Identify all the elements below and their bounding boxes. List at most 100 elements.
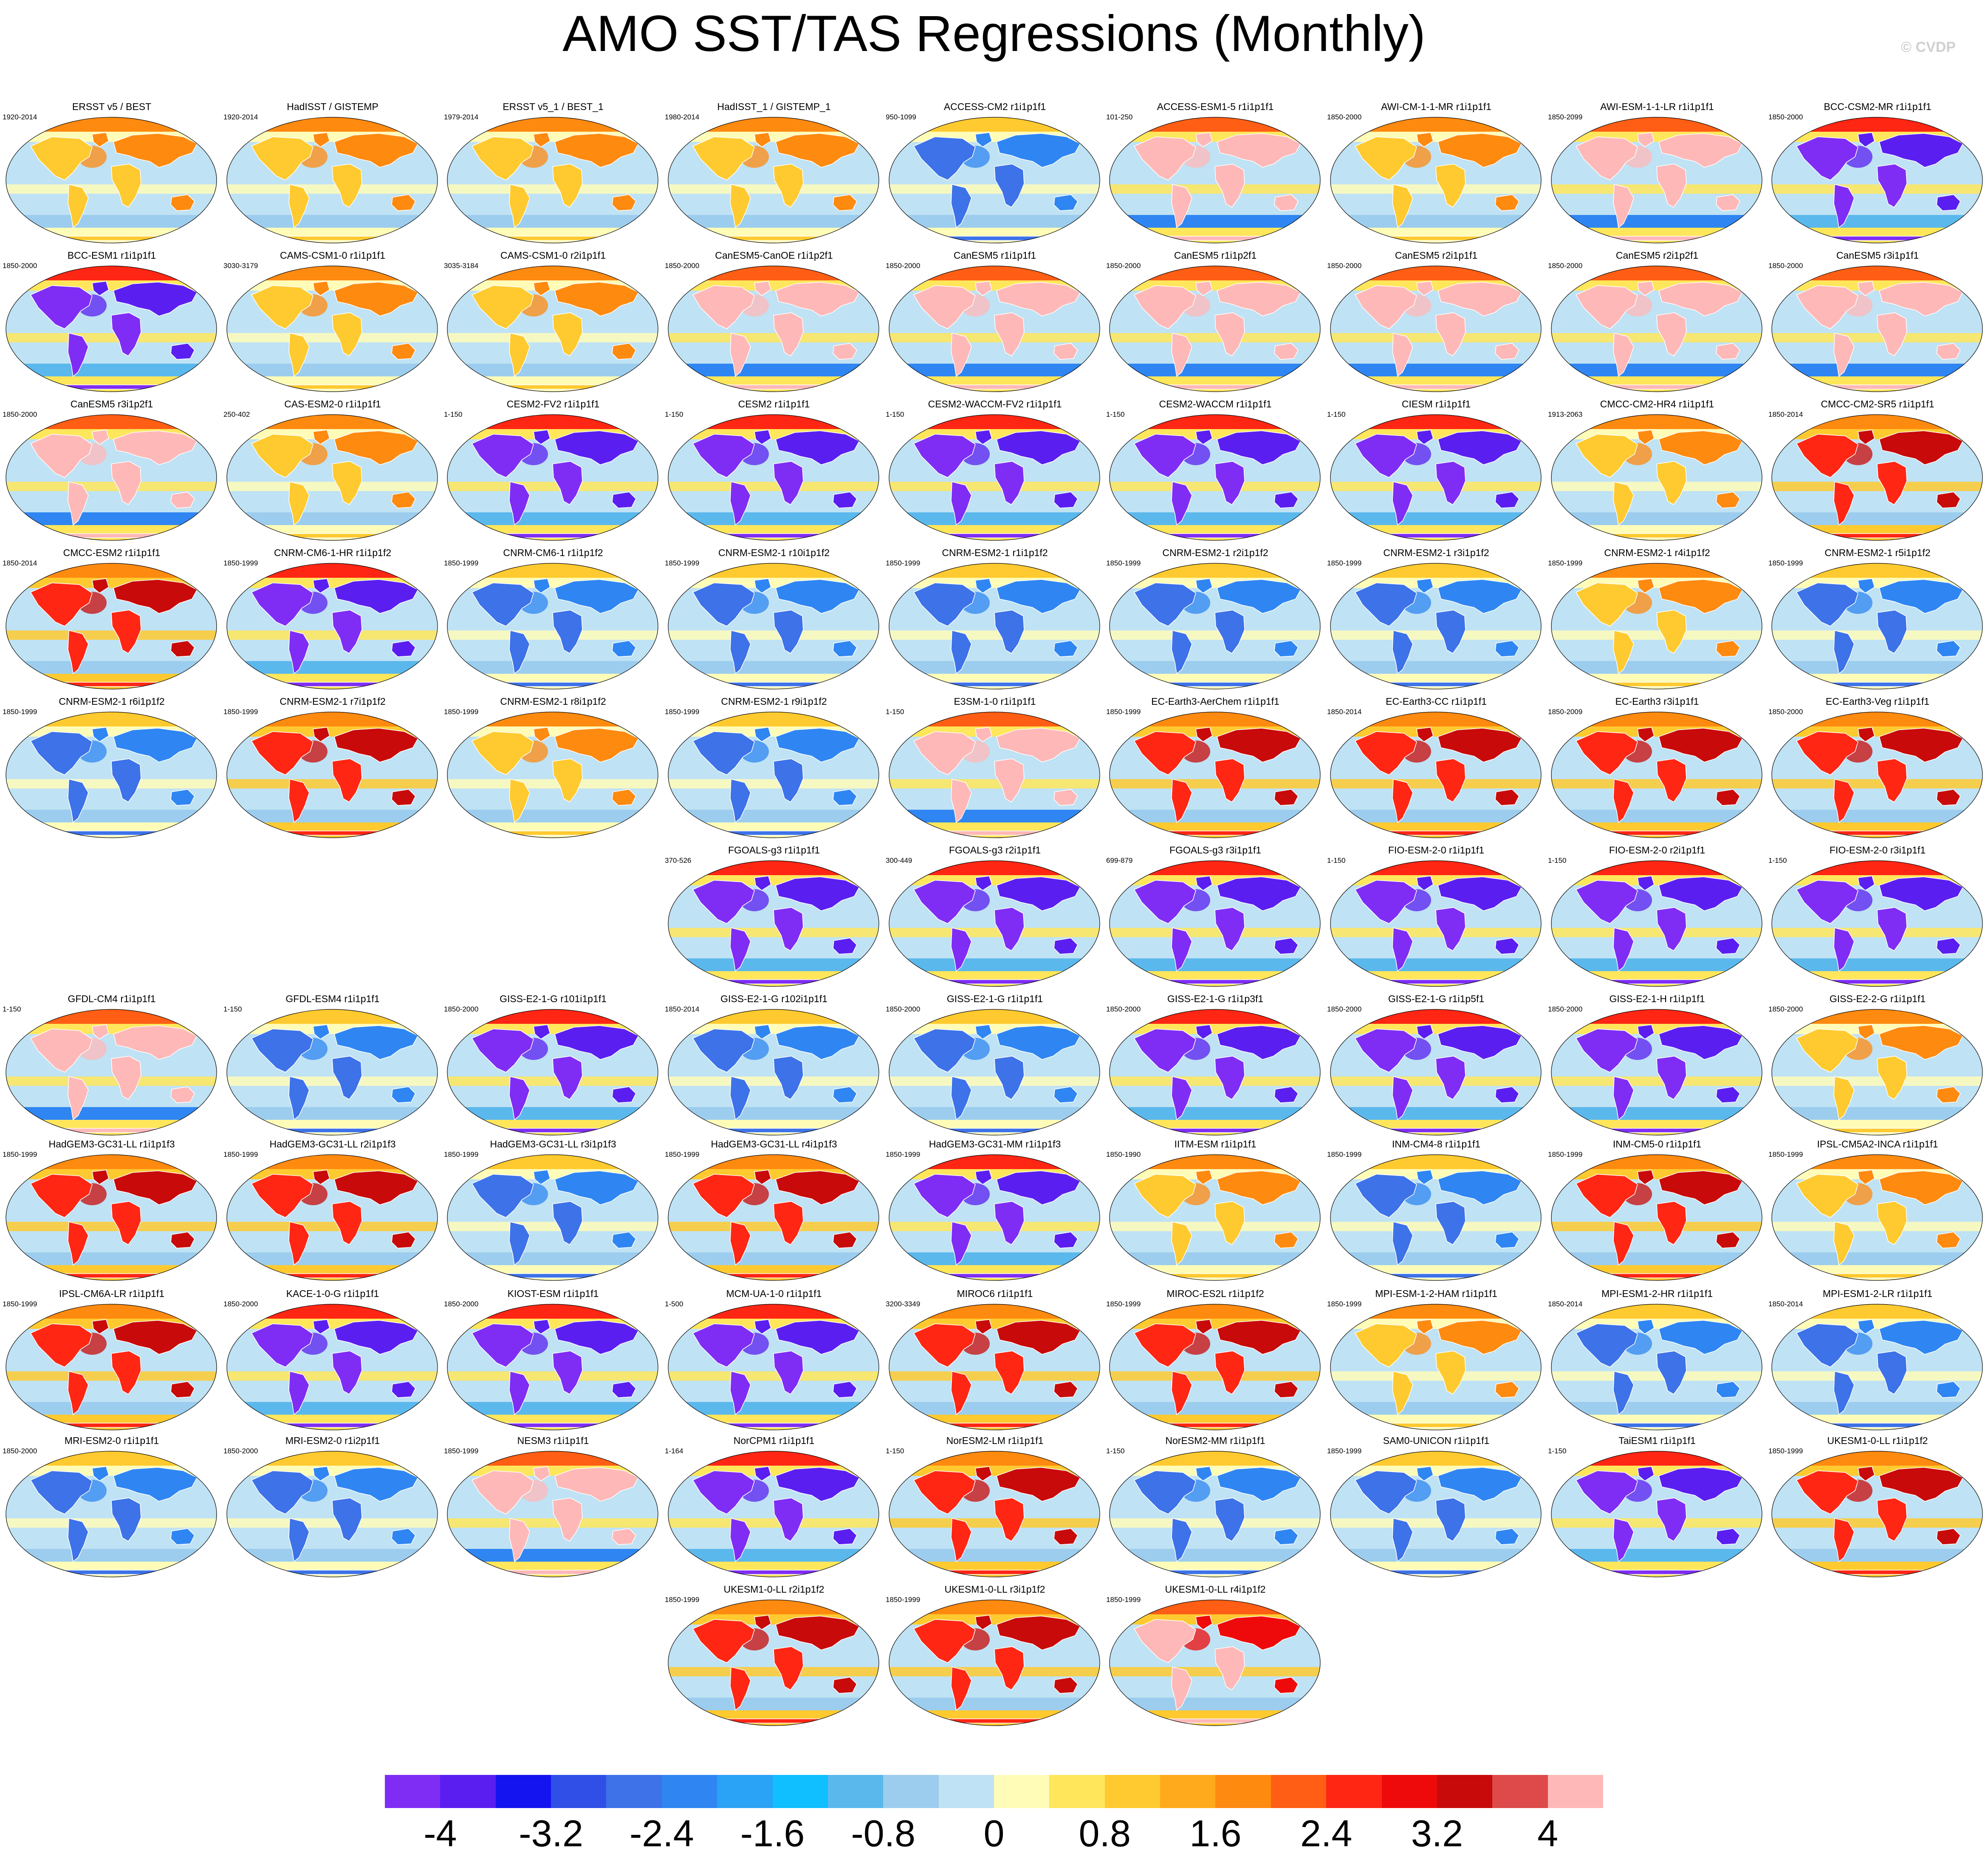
greenland-landmass <box>754 281 771 296</box>
greenland-landmass <box>1416 132 1434 147</box>
australia-landmass <box>1053 1086 1078 1103</box>
north-america-landmass <box>1133 880 1196 924</box>
africa-landmass <box>332 312 362 357</box>
antarctic-band <box>1110 971 1320 986</box>
tropical-band <box>227 630 438 640</box>
panel-years: 1850-2000 <box>3 410 37 418</box>
world-map <box>226 1154 438 1281</box>
panel-years: 1-150 <box>444 410 463 418</box>
colorbar-swatch <box>1104 1775 1161 1808</box>
antarctica-landmass <box>1142 533 1288 538</box>
southern-ocean-band <box>889 215 1100 228</box>
antarctic-band <box>1330 376 1541 392</box>
panel-title: CMCC-ESM2 r1i1p1f1 <box>63 547 161 558</box>
panel-title: HadGEM3-GC31-LL r1i1p1f3 <box>48 1139 175 1150</box>
world-map <box>1109 1154 1321 1281</box>
panel-years: 101-250 <box>1106 113 1133 121</box>
map-frame <box>1109 414 1321 541</box>
australia-landmass <box>833 1381 857 1398</box>
panel-title: CMCC-CM2-HR4 r1i1p1f1 <box>1600 398 1714 410</box>
tropical-band <box>889 1371 1100 1381</box>
eurasia-landmass <box>996 1467 1081 1502</box>
australia-landmass <box>170 789 195 806</box>
greenland-landmass <box>1416 1466 1434 1481</box>
greenland-landmass <box>1637 132 1655 147</box>
map-frame <box>447 414 658 541</box>
map-frame <box>6 712 217 838</box>
southern-ocean-band <box>1551 1402 1762 1415</box>
antarctica-landmass <box>260 533 405 538</box>
greenland-landmass <box>1416 281 1434 296</box>
tropical-band <box>1110 1518 1320 1528</box>
panel-title: CNRM-ESM2-1 r1i1p1f2 <box>942 547 1048 558</box>
map-panel: EC-Earth3 r3i1p1f1 1850-2009 <box>1547 696 1767 840</box>
world-map <box>1771 266 1983 392</box>
eurasia-landmass <box>1879 728 1964 763</box>
eurasia-landmass <box>1437 1025 1522 1060</box>
map-panel: CIESM r1i1p1f1 1-150 <box>1326 398 1546 543</box>
africa-landmass <box>111 1351 141 1395</box>
panel-years: 1850-2000 <box>1106 1005 1141 1013</box>
panel-title: AWI-ESM-1-1-LR r1i1p1f1 <box>1600 101 1714 112</box>
world-map <box>1551 117 1762 243</box>
panel-title: HadGEM3-GC31-LL r4i1p1f3 <box>711 1139 837 1150</box>
south-america-landmass <box>68 630 89 675</box>
africa-landmass <box>552 1201 583 1246</box>
antarctica-landmass <box>1363 1423 1508 1428</box>
panel-title: HadISST / GISTEMP <box>287 101 378 112</box>
australia-landmass <box>833 343 857 360</box>
antarctic-band <box>1551 971 1762 986</box>
tropical-band <box>447 1077 658 1086</box>
antarctic-band <box>889 1120 1100 1135</box>
north-america-landmass <box>30 1028 93 1073</box>
antarctic-band <box>1772 1265 1982 1280</box>
antarctic-band <box>1110 1415 1320 1430</box>
south-america-landmass <box>509 1370 530 1416</box>
map-frame <box>226 563 438 689</box>
eurasia-landmass <box>113 1025 198 1060</box>
south-america-landmass <box>509 1221 530 1266</box>
antarctic-band <box>889 674 1100 689</box>
southern-ocean-band <box>889 958 1100 971</box>
tropical-band <box>6 1371 217 1381</box>
panel-years: 1-150 <box>1768 856 1787 865</box>
eurasia-landmass <box>554 1025 639 1060</box>
south-america-landmass <box>730 1666 751 1711</box>
greenland-landmass <box>1195 281 1213 296</box>
antarctica-landmass <box>39 533 184 538</box>
map-frame <box>1109 1304 1321 1430</box>
greenland-landmass <box>533 429 551 445</box>
map-frame <box>889 1599 1100 1726</box>
map-frame <box>447 266 658 392</box>
south-america-landmass <box>1613 778 1634 823</box>
africa-landmass <box>773 1498 804 1542</box>
south-america-landmass <box>1833 1370 1855 1416</box>
antarctica-landmass <box>480 1273 625 1278</box>
greenland-landmass <box>975 1319 992 1334</box>
southern-ocean-band <box>889 810 1100 822</box>
world-map <box>447 1154 658 1281</box>
antarctic-band <box>1772 228 1982 243</box>
eurasia-landmass <box>554 1170 639 1205</box>
greenland-landmass <box>533 727 551 742</box>
antarctic-band <box>1772 376 1982 392</box>
map-frame <box>1109 117 1321 243</box>
australia-landmass <box>1274 343 1299 360</box>
southern-ocean-band <box>889 512 1100 525</box>
map-frame <box>889 1304 1100 1430</box>
tropical-band <box>889 779 1100 788</box>
greenland-landmass <box>1416 1024 1434 1040</box>
antarctic-band <box>1110 1265 1320 1280</box>
panel-years: 1850-1999 <box>1768 1447 1803 1455</box>
north-america-landmass <box>1796 1174 1858 1218</box>
eurasia-landmass <box>334 1170 419 1205</box>
map-frame <box>1109 712 1321 838</box>
south-america-landmass <box>1171 1666 1192 1711</box>
arctic-band <box>1110 415 1320 429</box>
colorbar-swatch <box>1049 1775 1105 1808</box>
panel-title: CESM2-WACCM r1i1p1f1 <box>1159 398 1272 410</box>
southern-ocean-band <box>6 1252 217 1265</box>
north-america-landmass <box>1796 1470 1858 1514</box>
north-america-landmass <box>1133 1323 1196 1368</box>
southern-ocean-band <box>447 512 658 525</box>
